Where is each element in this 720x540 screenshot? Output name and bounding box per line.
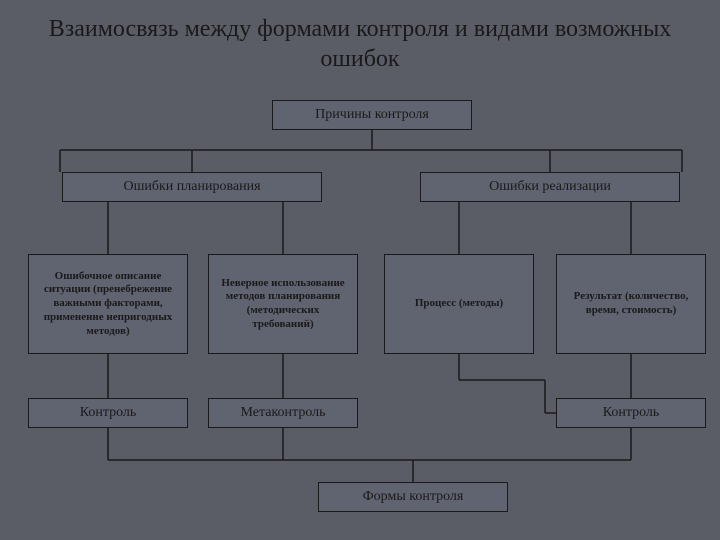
node-c2-label: Метаконтроль xyxy=(215,404,351,422)
node-l2: Неверное использование методов планирова… xyxy=(208,254,358,354)
node-l2-label: Неверное использование методов планирова… xyxy=(215,277,351,332)
node-c1: Контроль xyxy=(28,398,188,428)
connector-0 xyxy=(60,130,682,172)
node-planL: Ошибки планирования xyxy=(62,172,322,202)
node-c2: Метаконтроль xyxy=(208,398,358,428)
connector-2 xyxy=(459,202,631,254)
node-c1-label: Контроль xyxy=(35,404,181,422)
node-forms: Формы контроля xyxy=(318,482,508,512)
connector-5 xyxy=(108,428,631,482)
node-l4-label: Результат (количество, время, стоимость) xyxy=(563,290,699,318)
connector-3 xyxy=(108,354,283,398)
node-planR: Ошибки реализации xyxy=(420,172,680,202)
slide: Взаимосвязь между формами контроля и вид… xyxy=(0,0,720,540)
node-root: Причины контроля xyxy=(272,100,472,130)
node-root-label: Причины контроля xyxy=(279,106,465,124)
node-l3-label: Процесс (методы) xyxy=(391,297,527,311)
node-l4: Результат (количество, время, стоимость) xyxy=(556,254,706,354)
slide-title: Взаимосвязь между формами контроля и вид… xyxy=(0,0,720,74)
node-c3: Контроль xyxy=(556,398,706,428)
node-l3: Процесс (методы) xyxy=(384,254,534,354)
node-planL-label: Ошибки планирования xyxy=(69,178,315,196)
node-planR-label: Ошибки реализации xyxy=(427,178,673,196)
connector-1 xyxy=(108,202,283,254)
node-l1: Ошибочное описание ситуации (пренебрежен… xyxy=(28,254,188,354)
node-l1-label: Ошибочное описание ситуации (пренебрежен… xyxy=(35,270,181,339)
node-forms-label: Формы контроля xyxy=(325,488,501,506)
node-c3-label: Контроль xyxy=(563,404,699,422)
